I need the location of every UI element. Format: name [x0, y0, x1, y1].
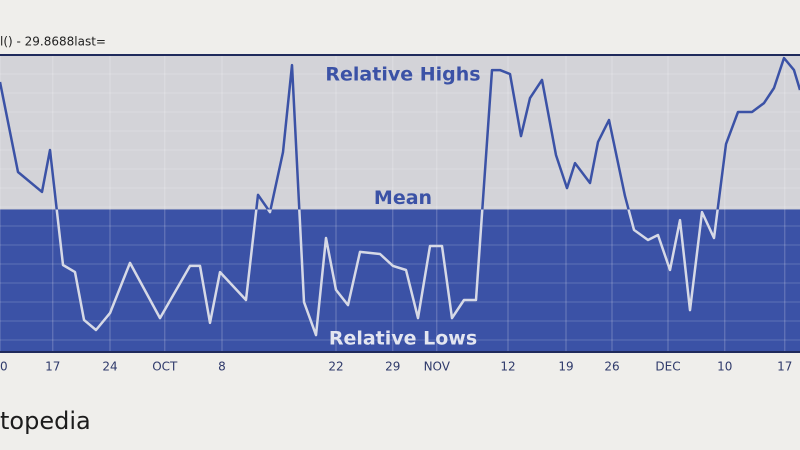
x-tick-label: 17	[45, 360, 60, 374]
x-tick-label: 19	[558, 360, 573, 374]
logo: topedia	[0, 407, 91, 435]
x-tick-label: 26	[604, 360, 619, 374]
x-tick-label: 24	[102, 360, 117, 374]
x-tick-label: DEC	[655, 360, 680, 374]
x-tick-label: 17	[777, 360, 792, 374]
mean-level	[0, 209, 800, 352]
x-tick-label: 29	[385, 360, 400, 374]
x-tick-label: 12	[500, 360, 515, 374]
x-tick-label: NOV	[424, 360, 451, 374]
annotation-mean: Mean	[374, 187, 432, 209]
price-line-low	[55, 209, 719, 337]
annotation-lows: Relative Lows	[329, 328, 477, 350]
high-zone	[0, 55, 800, 210]
annotation-highs: Relative Highs	[325, 64, 480, 86]
formula-text: l() - 29.8688last=	[0, 35, 106, 49]
x-tick-label: 22	[328, 360, 343, 374]
x-tick-label: 8	[218, 360, 226, 374]
x-tick-label: 10	[717, 360, 732, 374]
x-tick-label: 10	[0, 360, 8, 374]
x-tick-label: OCT	[152, 360, 178, 374]
